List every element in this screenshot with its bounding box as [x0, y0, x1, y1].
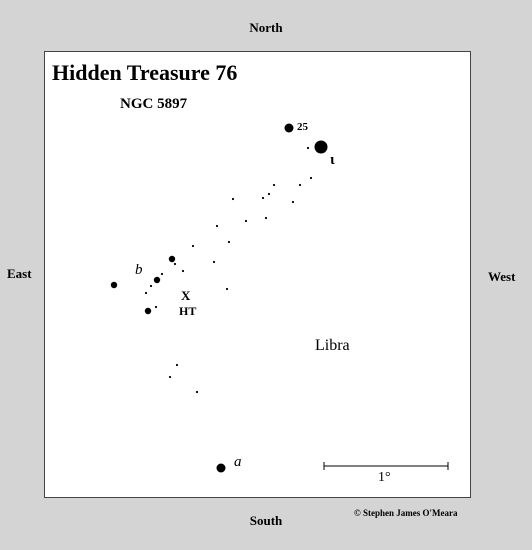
- faint-star: [267, 192, 271, 196]
- faint-star: [231, 197, 235, 201]
- scale-bar-label: 1°: [378, 470, 391, 485]
- star-iota: [314, 140, 328, 154]
- faint-star: [306, 146, 310, 150]
- star-a: [216, 463, 226, 473]
- scale-bar: [323, 462, 449, 470]
- star-25-label: 25: [297, 121, 308, 133]
- faint-star: [215, 224, 219, 228]
- target-marker: X: [181, 288, 191, 303]
- faint-star: [261, 196, 265, 200]
- faint-star: [195, 390, 199, 394]
- faint-star: [160, 272, 164, 276]
- faint-star: [175, 363, 179, 367]
- star-b-upper: [168, 255, 176, 263]
- compass-west-label: West: [488, 269, 516, 284]
- copyright-notice: © Stephen James O'Meara: [354, 508, 458, 518]
- faint-star: [181, 269, 185, 273]
- faint-star: [225, 287, 229, 291]
- hidden-treasure-label: HT: [179, 304, 197, 318]
- star-25: [284, 123, 294, 133]
- star-chart: Hidden Treasure 76 NGC 5897 25 ι b X HT …: [44, 51, 471, 498]
- faint-star: [244, 219, 248, 223]
- faint-star: [154, 305, 158, 309]
- star-b-label: b: [135, 262, 143, 278]
- faint-star: [291, 200, 295, 204]
- faint-star: [309, 176, 313, 180]
- faint-star: [227, 240, 231, 244]
- star-lower: [144, 307, 152, 315]
- star-a-label: a: [234, 454, 242, 470]
- faint-star: [191, 244, 195, 248]
- star-b: [153, 276, 161, 284]
- faint-star: [264, 216, 268, 220]
- faint-star: [212, 260, 216, 264]
- faint-star: [173, 262, 177, 266]
- faint-star: [144, 291, 148, 295]
- constellation-label: Libra: [315, 337, 350, 354]
- compass-north-label: North: [249, 20, 283, 35]
- faint-stars: [144, 146, 313, 394]
- faint-star: [272, 183, 276, 187]
- chart-title: Hidden Treasure 76: [52, 60, 238, 85]
- faint-star: [168, 375, 172, 379]
- faint-star: [298, 183, 302, 187]
- star-east: [110, 281, 118, 289]
- star-chart-canvas: [110, 123, 449, 473]
- star-iota-label: ι: [330, 152, 335, 168]
- compass-south-label: South: [249, 513, 283, 528]
- compass-east-label: East: [7, 266, 32, 281]
- object-designation: NGC 5897: [120, 96, 188, 112]
- faint-star: [149, 284, 153, 288]
